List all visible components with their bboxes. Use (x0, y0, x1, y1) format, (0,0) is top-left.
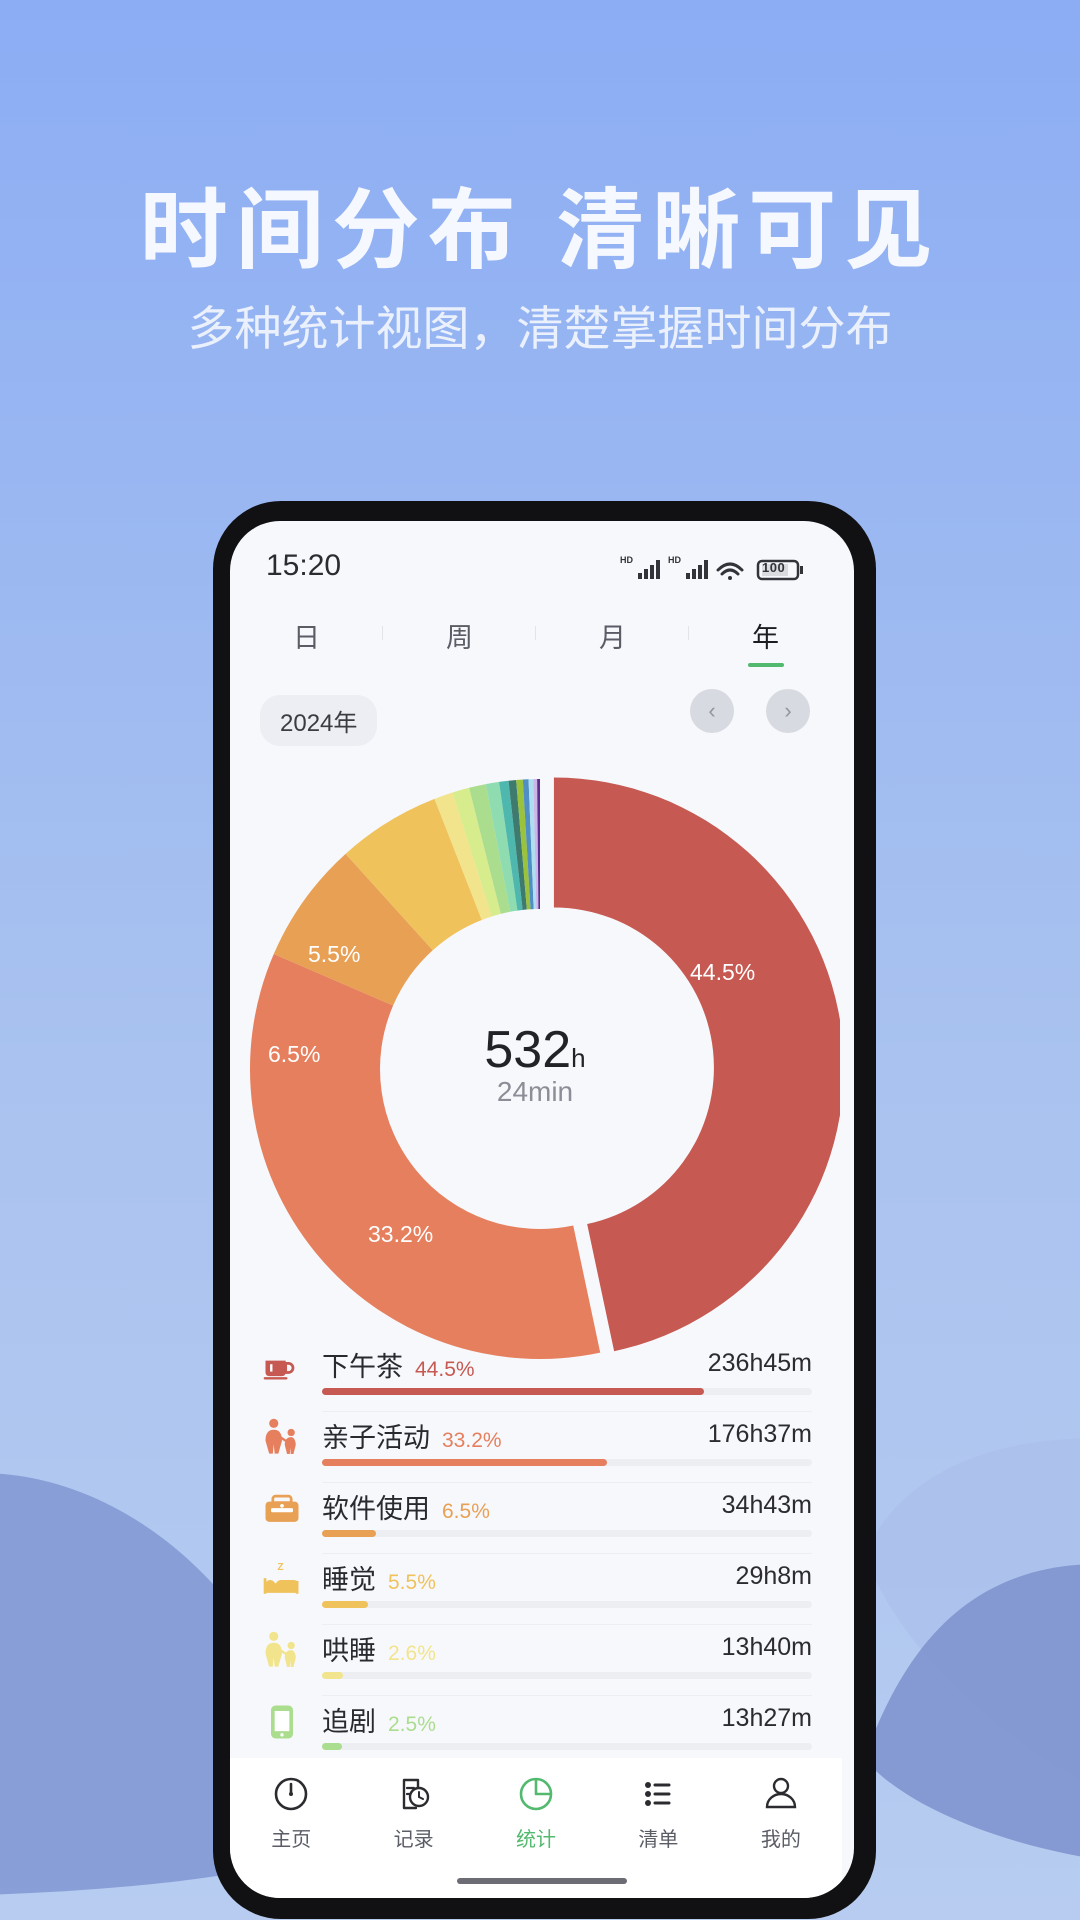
svg-text:HD: HD (668, 555, 681, 565)
svg-text:HD: HD (620, 555, 633, 565)
svg-text:Z: Z (277, 1562, 283, 1573)
